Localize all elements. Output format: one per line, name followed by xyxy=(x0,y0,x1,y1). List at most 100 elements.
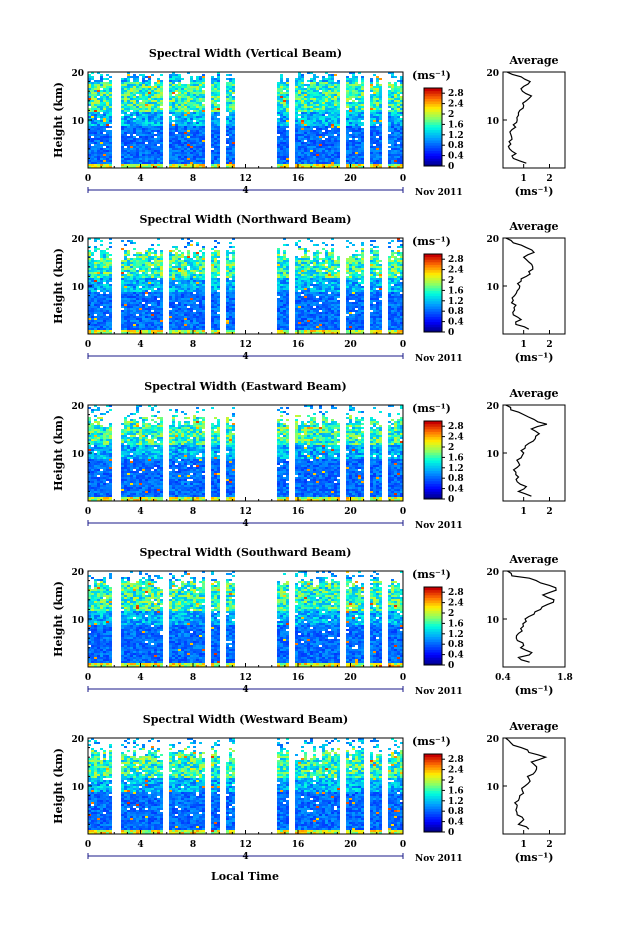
heatmap-cell xyxy=(301,114,304,116)
heatmap-cell xyxy=(211,286,214,288)
heatmap-cell xyxy=(217,114,220,116)
heatmap-cell xyxy=(172,328,175,330)
heatmap-cell xyxy=(397,98,400,100)
heatmap-cell xyxy=(352,118,355,120)
heatmap-cell xyxy=(391,128,394,130)
heatmap-cell xyxy=(232,100,235,102)
heatmap-cell xyxy=(181,274,184,276)
heatmap-cell xyxy=(181,146,184,148)
heatmap-cell xyxy=(346,124,349,126)
heatmap-cell xyxy=(229,252,232,254)
heatmap-cell xyxy=(136,134,139,136)
heatmap-cell xyxy=(130,130,133,132)
heatmap-cell xyxy=(319,136,322,138)
heatmap-cell xyxy=(97,310,100,312)
heatmap-cell xyxy=(325,156,328,158)
heatmap-cell xyxy=(106,142,109,144)
heatmap-cell xyxy=(145,330,148,332)
heatmap-cell xyxy=(121,274,124,276)
heatmap-cell xyxy=(196,88,199,90)
heatmap-cell xyxy=(103,128,106,130)
heatmap-cell xyxy=(109,162,112,164)
heatmap-cell xyxy=(169,292,172,294)
heatmap-cell xyxy=(94,320,97,322)
heatmap-cell xyxy=(130,140,133,142)
heatmap-cell xyxy=(226,116,229,118)
heatmap-cell xyxy=(229,130,232,132)
heatmap-cell xyxy=(154,270,157,272)
heatmap-cell xyxy=(181,308,184,310)
heatmap-cell xyxy=(157,312,160,314)
heatmap-cell xyxy=(148,114,151,116)
heatmap-cell xyxy=(175,330,178,332)
heatmap-cell xyxy=(331,152,334,154)
heatmap-cell xyxy=(301,84,304,86)
heatmap-cell xyxy=(100,74,103,76)
heatmap-cell xyxy=(322,76,325,78)
heatmap-cell xyxy=(322,162,325,164)
heatmap-cell xyxy=(202,134,205,136)
heatmap-cell xyxy=(97,72,100,74)
heatmap-cell xyxy=(211,270,214,272)
heatmap-cell xyxy=(172,284,175,286)
heatmap-cell xyxy=(148,260,151,262)
heatmap-cell xyxy=(178,156,181,158)
heatmap-cell xyxy=(202,294,205,296)
heatmap-cell xyxy=(283,120,286,122)
heatmap-cell xyxy=(157,78,160,80)
heatmap-cell xyxy=(355,116,358,118)
heatmap-cell xyxy=(172,246,175,248)
heatmap-cell xyxy=(226,124,229,126)
heatmap-cell xyxy=(277,164,280,166)
heatmap-cell xyxy=(100,146,103,148)
heatmap-cell xyxy=(160,110,163,112)
heatmap-cell xyxy=(301,82,304,84)
heatmap-cell xyxy=(94,130,97,132)
heatmap-cell xyxy=(97,114,100,116)
heatmap-cell xyxy=(280,138,283,140)
heatmap-cell xyxy=(196,108,199,110)
heatmap-cell xyxy=(277,112,280,114)
heatmap-cell xyxy=(136,252,139,254)
heatmap-cell xyxy=(196,122,199,124)
heatmap-cell xyxy=(334,88,337,90)
heatmap-cell xyxy=(88,82,91,84)
heatmap-cell xyxy=(349,114,352,116)
heatmap-cell xyxy=(316,126,319,128)
heatmap-cell xyxy=(190,270,193,272)
heatmap-cell xyxy=(202,96,205,98)
heatmap-cell xyxy=(295,94,298,96)
heatmap-cell xyxy=(331,126,334,128)
heatmap-cell xyxy=(202,132,205,134)
heatmap-cell xyxy=(124,296,127,298)
heatmap-cell xyxy=(130,166,133,168)
heatmap-cell xyxy=(328,148,331,150)
heatmap-cell xyxy=(169,164,172,166)
heatmap-cell xyxy=(127,144,130,146)
heatmap-cell xyxy=(226,264,229,266)
heatmap-cell xyxy=(286,146,289,148)
heatmap-cell xyxy=(286,88,289,90)
heatmap-cell xyxy=(196,318,199,320)
heatmap-cell xyxy=(346,110,349,112)
heatmap-cell xyxy=(187,138,190,140)
heatmap-cell xyxy=(196,80,199,82)
heatmap-cell xyxy=(121,262,124,264)
heatmap-cell xyxy=(169,124,172,126)
heatmap-cell xyxy=(88,268,91,270)
heatmap-cell xyxy=(121,302,124,304)
heatmap-cell xyxy=(319,156,322,158)
heatmap-cell xyxy=(124,128,127,130)
heatmap-cell xyxy=(157,102,160,104)
heatmap-cell xyxy=(217,156,220,158)
heatmap-cell xyxy=(154,152,157,154)
heatmap-cell xyxy=(172,308,175,310)
heatmap-cell xyxy=(211,144,214,146)
heatmap-cell xyxy=(160,286,163,288)
heatmap-cell xyxy=(175,118,178,120)
heatmap-cell xyxy=(133,164,136,166)
heatmap-cell xyxy=(193,256,196,258)
heatmap-cell xyxy=(376,132,379,134)
heatmap-cell xyxy=(196,146,199,148)
heatmap-cell xyxy=(106,140,109,142)
